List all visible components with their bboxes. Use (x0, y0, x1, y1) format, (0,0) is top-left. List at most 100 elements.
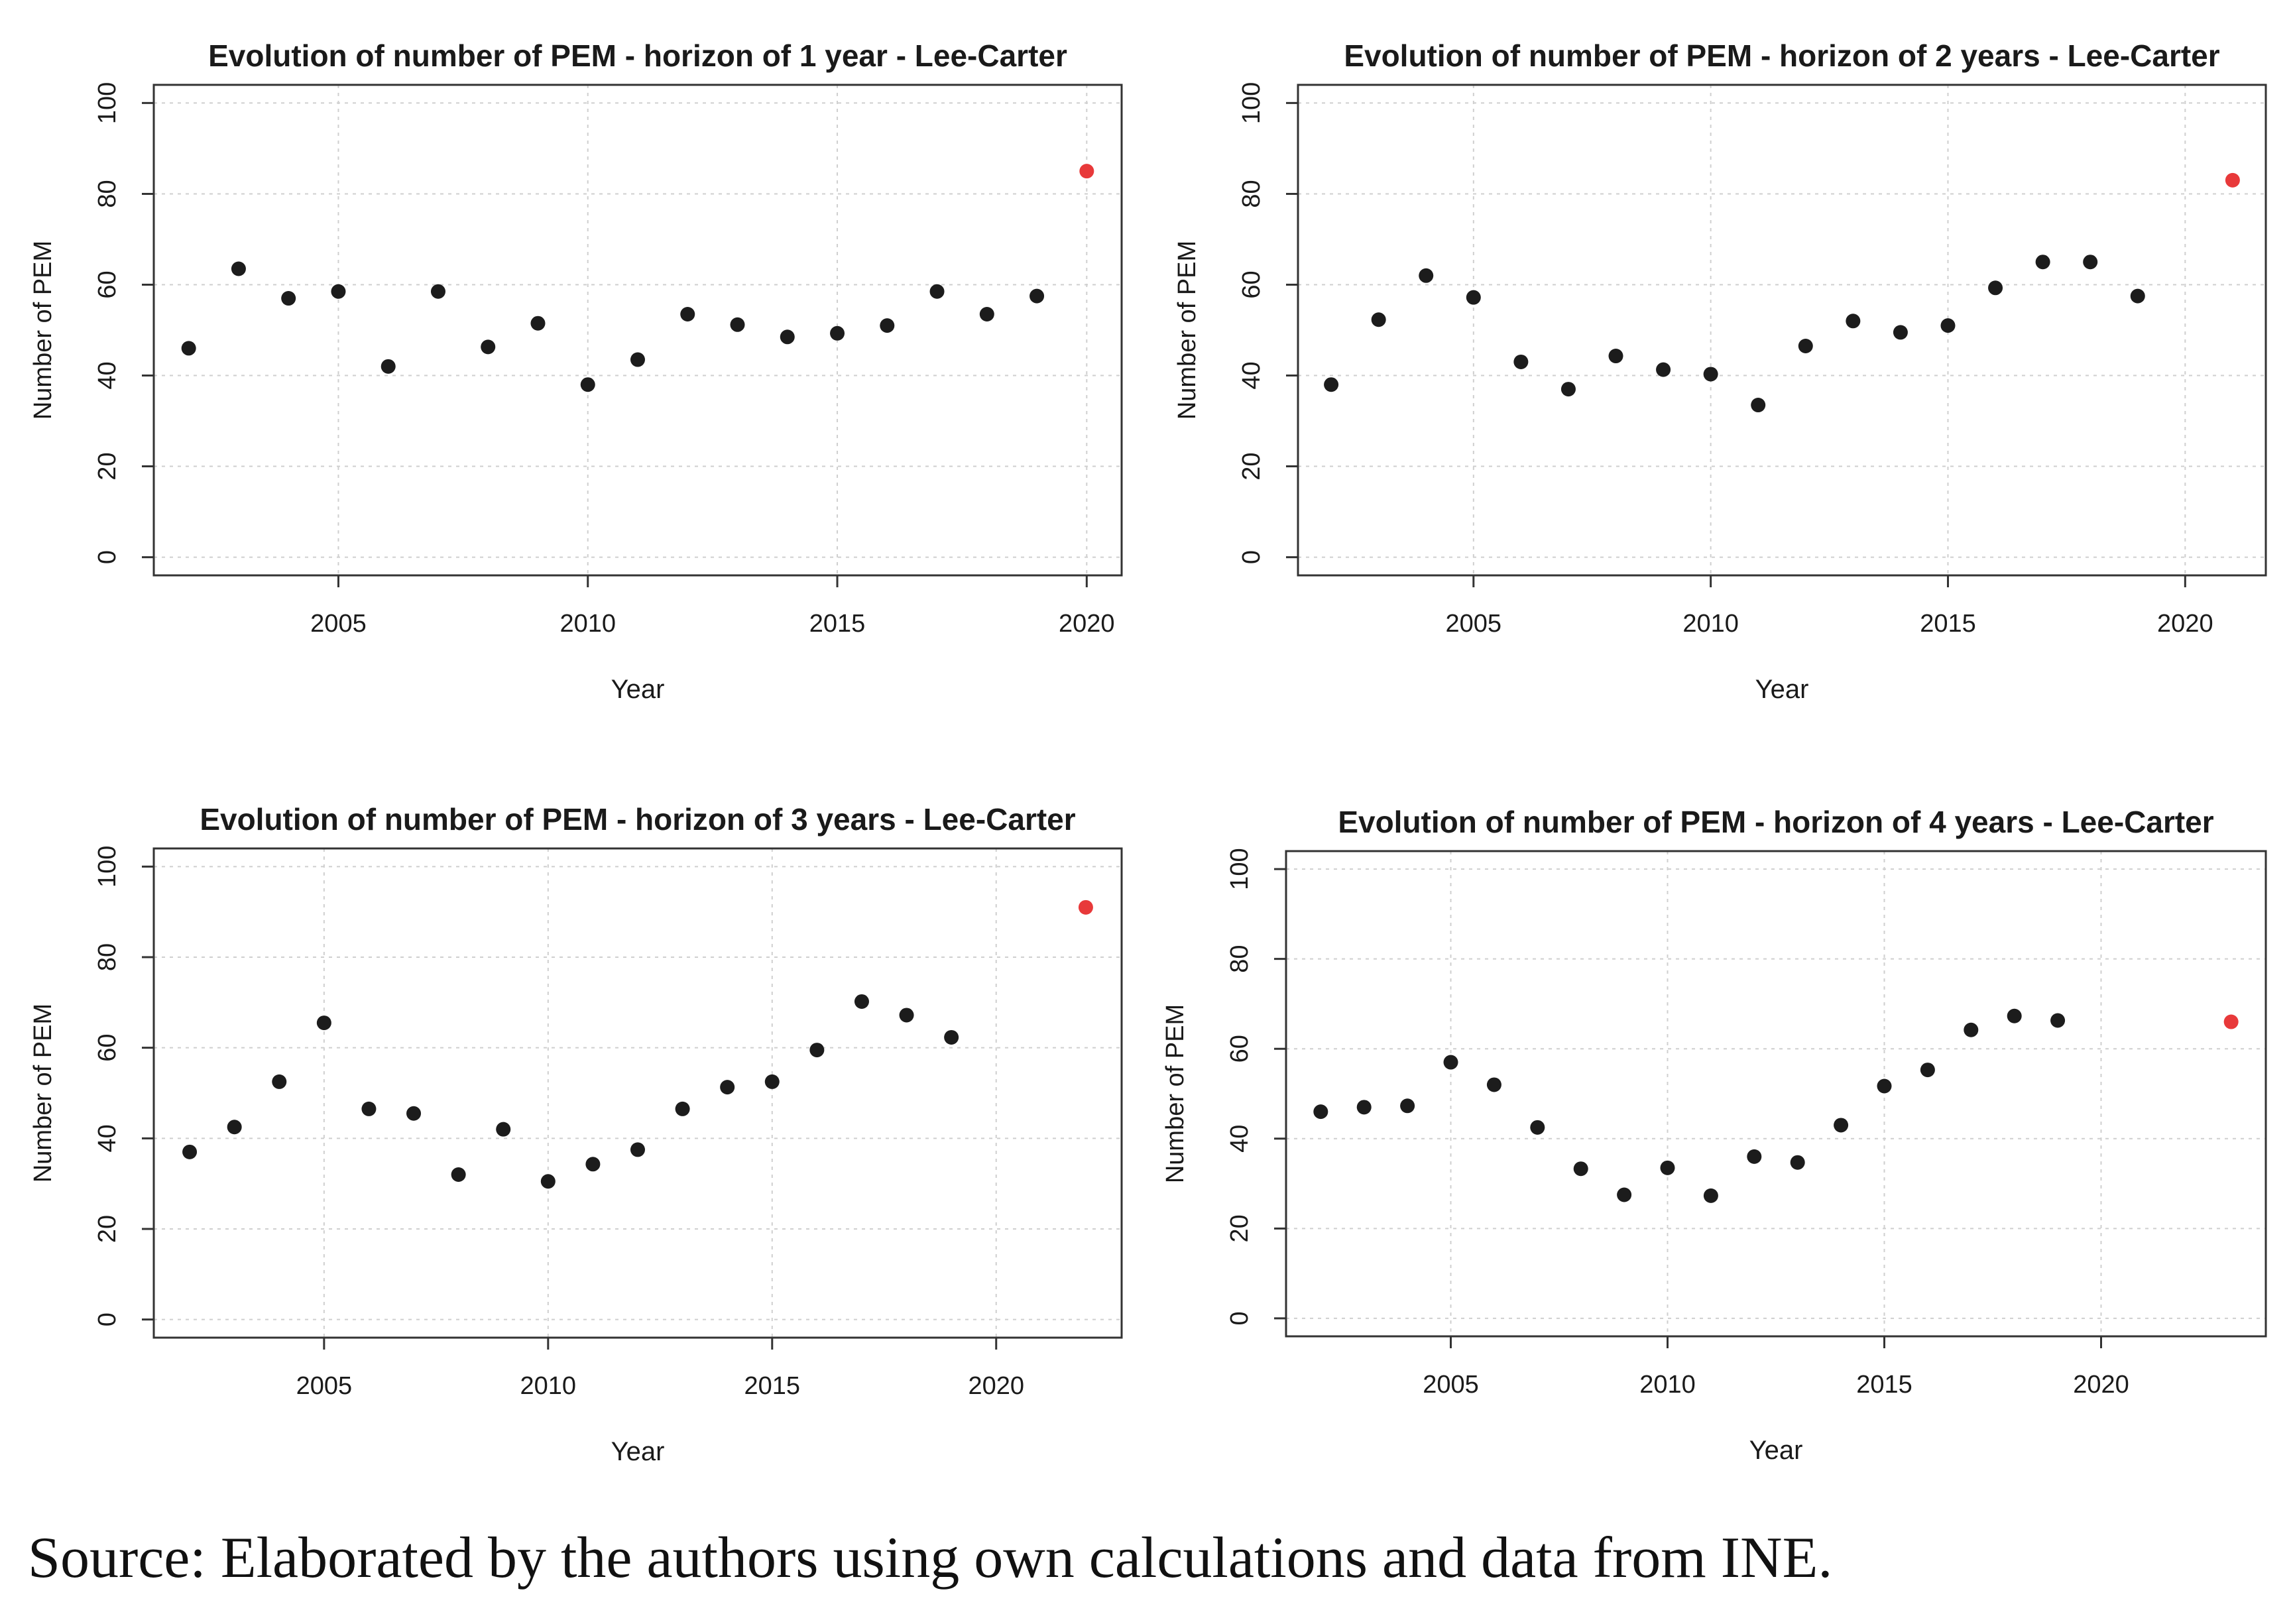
data-point (1964, 1022, 1979, 1037)
x-axis-label: Year (1755, 675, 1809, 704)
data-point (944, 1029, 959, 1045)
data-point (2007, 1008, 2022, 1023)
data-point (451, 1167, 466, 1182)
data-point (181, 341, 196, 356)
x-tick-label: 2005 (296, 1372, 353, 1400)
data-point (979, 307, 994, 322)
x-tick-label: 2005 (1423, 1371, 1479, 1399)
plot-frame (152, 847, 1123, 1339)
data-point (281, 291, 296, 306)
x-tick-label: 2020 (1059, 610, 1115, 638)
x-tick-label: 2020 (968, 1372, 1024, 1400)
data-point (1029, 288, 1045, 304)
data-point (1371, 312, 1386, 327)
data-point (1560, 382, 1576, 397)
chart-title: Evolution of number of PEM - horizon of … (1338, 805, 2213, 839)
y-tick-label: 20 (93, 1215, 121, 1243)
y-tick-label: 40 (1226, 1125, 1254, 1153)
y-tick-label: 40 (93, 361, 121, 389)
y-tick-label: 40 (93, 1124, 121, 1152)
highlight-point (1078, 899, 1093, 915)
data-point (854, 994, 869, 1009)
data-point (1790, 1155, 1805, 1170)
y-tick-label: 0 (93, 1312, 121, 1326)
data-point (1530, 1120, 1545, 1135)
data-point (331, 284, 346, 299)
y-tick-label: 0 (1226, 1311, 1254, 1325)
x-axis-label: Year (611, 1437, 665, 1466)
chart-title: Evolution of number of PEM - horizon of … (208, 38, 1067, 73)
x-tick-label: 2005 (310, 610, 367, 638)
data-point (680, 307, 695, 322)
data-point (1747, 1149, 1762, 1164)
data-point (1988, 280, 2003, 296)
y-tick-label: 80 (93, 180, 121, 207)
data-point (580, 377, 595, 392)
data-point (1486, 1077, 1501, 1092)
data-point (1324, 377, 1339, 392)
chart-panel-2: 2005 2010 2015 2020 0 20 40 60 80 100 Evolution of… (1173, 38, 2267, 704)
x-tick-label: 2015 (1920, 610, 1976, 638)
data-point (1877, 1078, 1892, 1094)
y-tick-label: 60 (1238, 270, 1265, 298)
y-tick-label: 0 (93, 550, 121, 564)
data-point (1834, 1118, 1849, 1133)
data-point (231, 261, 246, 276)
y-tick-label: 0 (1238, 550, 1265, 564)
data-point (1400, 1098, 1415, 1114)
data-point (764, 1074, 780, 1089)
y-tick-label: 100 (93, 846, 121, 888)
chart-panel-3: 2005 2010 2015 2020 0 20 40 60 80 100 Evolution of… (29, 802, 1123, 1466)
plot-frame (152, 84, 1123, 577)
data-point (1660, 1160, 1675, 1175)
x-tick-label: 2015 (744, 1372, 801, 1400)
data-point (1846, 314, 1861, 329)
data-point (1313, 1104, 1328, 1120)
data-point (1466, 290, 1481, 305)
y-axis-label: Number of PEM (29, 241, 57, 420)
data-point (381, 359, 396, 374)
data-point (1617, 1187, 1632, 1202)
data-point (1920, 1063, 1935, 1078)
data-point (585, 1157, 601, 1172)
data-point (182, 1144, 198, 1159)
data-point (2035, 255, 2050, 270)
x-tick-label: 2015 (809, 610, 866, 638)
y-tick-label: 100 (1226, 848, 1254, 890)
x-tick-label: 2015 (1856, 1371, 1912, 1399)
y-tick-label: 60 (93, 270, 121, 298)
highlight-point (2225, 172, 2240, 188)
y-axis-label: Number of PEM (1173, 241, 1201, 420)
plot-frame (1285, 850, 2267, 1338)
data-point (272, 1074, 287, 1089)
plot-frame (1297, 84, 2267, 577)
x-tick-label: 2005 (1446, 610, 1502, 638)
x-tick-label: 2020 (2157, 610, 2213, 638)
data-point (675, 1101, 690, 1116)
data-point (1656, 362, 1671, 377)
data-point (880, 318, 895, 333)
chart-title: Evolution of number of PEM - horizon of … (1344, 38, 2219, 73)
data-point (830, 325, 845, 341)
data-point (809, 1043, 825, 1058)
data-point (2130, 288, 2145, 304)
y-tick-label: 80 (93, 943, 121, 971)
data-point (720, 1080, 735, 1095)
y-tick-label: 20 (1238, 452, 1265, 480)
data-point (540, 1174, 556, 1189)
data-point (1893, 325, 1908, 340)
data-point (227, 1120, 242, 1135)
y-tick-label: 60 (93, 1034, 121, 1062)
y-axis-label: Number of PEM (1161, 1004, 1189, 1183)
data-point (899, 1008, 914, 1023)
data-point (496, 1122, 511, 1137)
source-caption: Source: Elaborated by the authors using … (28, 1526, 1833, 1590)
x-tick-label: 2010 (1639, 1371, 1696, 1399)
chart-panel-4: 2005 2010 2015 2020 0 20 40 60 80 100 Evolution of… (1161, 805, 2267, 1465)
highlight-point (1079, 164, 1094, 179)
y-tick-label: 80 (1226, 945, 1254, 973)
data-point (430, 284, 445, 299)
data-point (1608, 349, 1623, 364)
data-point (780, 329, 795, 345)
